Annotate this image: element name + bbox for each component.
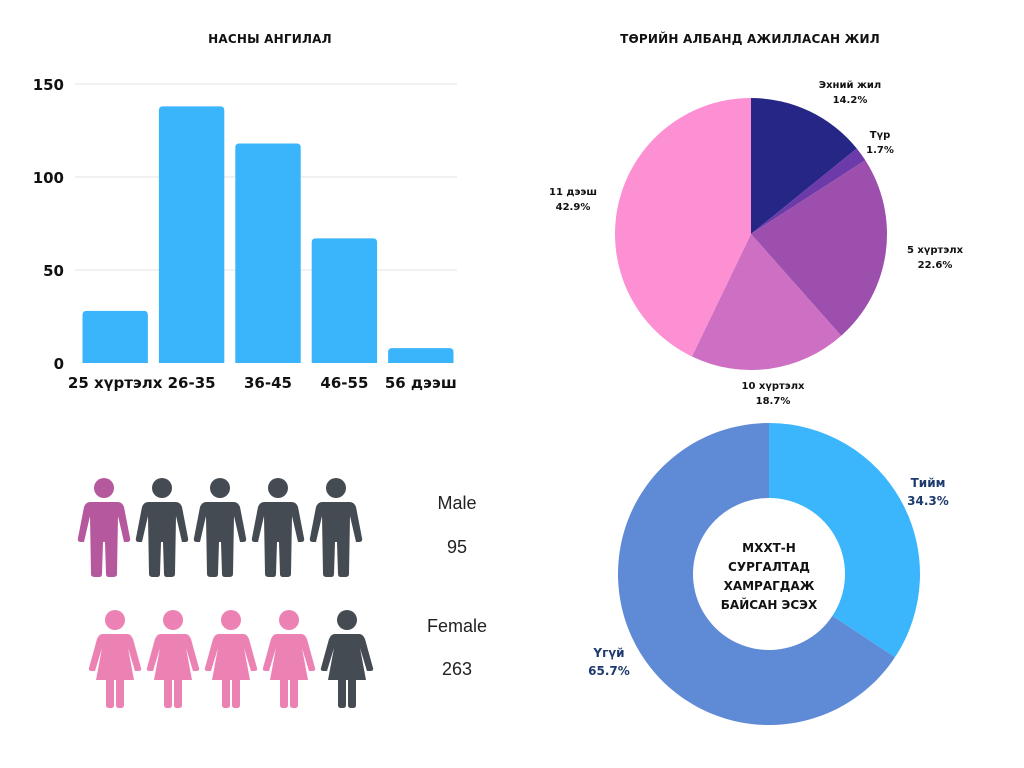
- pie-slice-label: 10 хүртэлх: [741, 381, 805, 392]
- male-person-icon: [309, 478, 363, 577]
- x-tick-label: 25 хүртэлх: [68, 374, 163, 392]
- donut-center-text: СУРГАЛТАД: [728, 560, 810, 574]
- bar: [388, 348, 454, 363]
- female-person-icon: [146, 610, 200, 708]
- male-person-icon: [193, 478, 247, 577]
- male-count: 95: [446, 537, 468, 557]
- female-person-icon: [204, 610, 258, 708]
- bar: [158, 106, 225, 363]
- x-tick-label: 56 дээш: [385, 374, 457, 392]
- bar: [235, 143, 301, 363]
- pie-slice-value: 42.9%: [556, 202, 591, 213]
- pie-slice: [751, 160, 887, 336]
- pie-slice-value: 18.7%: [756, 396, 791, 407]
- x-tick-label: 36-45: [244, 374, 292, 392]
- pie-chart-title: ТӨРИЙН АЛБАНД АЖИЛЛАСАН ЖИЛ: [620, 32, 880, 46]
- pie-slice: [751, 148, 866, 234]
- pie-slice-label: Түр: [870, 130, 891, 141]
- donut-slice-label: Үгүй: [592, 646, 624, 660]
- female-person-icon: [320, 610, 374, 708]
- male-label: Male: [437, 493, 477, 513]
- pie-slice-label: 5 хүртэлх: [907, 245, 964, 256]
- female-person-icon: [88, 610, 142, 708]
- female-label: Female: [426, 616, 488, 636]
- male-person-icon: [77, 478, 131, 577]
- y-tick-label: 0: [54, 355, 64, 373]
- x-tick-label: 46-55: [320, 374, 368, 392]
- pie-slice-value: 22.6%: [918, 260, 953, 271]
- donut-slice-label: Тийм: [911, 476, 946, 490]
- pie-slice: [691, 234, 842, 370]
- donut-center-text: ХАМРАГДАЖ: [724, 579, 815, 593]
- donut-center-text: БАЙСАН ЭСЭХ: [721, 597, 818, 612]
- donut-slice: [769, 423, 920, 658]
- female-person-icon: [262, 610, 316, 708]
- male-person-icon: [135, 478, 189, 577]
- y-tick-label: 100: [33, 169, 64, 187]
- pie-slice: [614, 98, 751, 357]
- male-person-icon: [251, 478, 305, 577]
- donut-slice-value: 34.3%: [907, 494, 949, 508]
- pie-slice-label: 11 дээш: [549, 187, 597, 198]
- bar-chart-title: НАСНЫ АНГИЛАЛ: [208, 32, 332, 46]
- donut-slice-value: 65.7%: [588, 664, 630, 678]
- x-tick-label: 26-35: [168, 374, 216, 392]
- pie-slice: [751, 98, 857, 234]
- bar: [311, 238, 378, 363]
- y-tick-label: 150: [33, 76, 64, 94]
- female-count: 263: [441, 659, 473, 679]
- y-tick-label: 50: [43, 262, 64, 280]
- bar: [82, 310, 148, 363]
- pie-slice-label: Эхний жил: [819, 80, 881, 91]
- pie-slice-value: 1.7%: [866, 145, 894, 156]
- pie-slice-value: 14.2%: [833, 95, 868, 106]
- donut-slice: [617, 423, 895, 725]
- donut-center-text: МХХТ-Н: [742, 541, 796, 555]
